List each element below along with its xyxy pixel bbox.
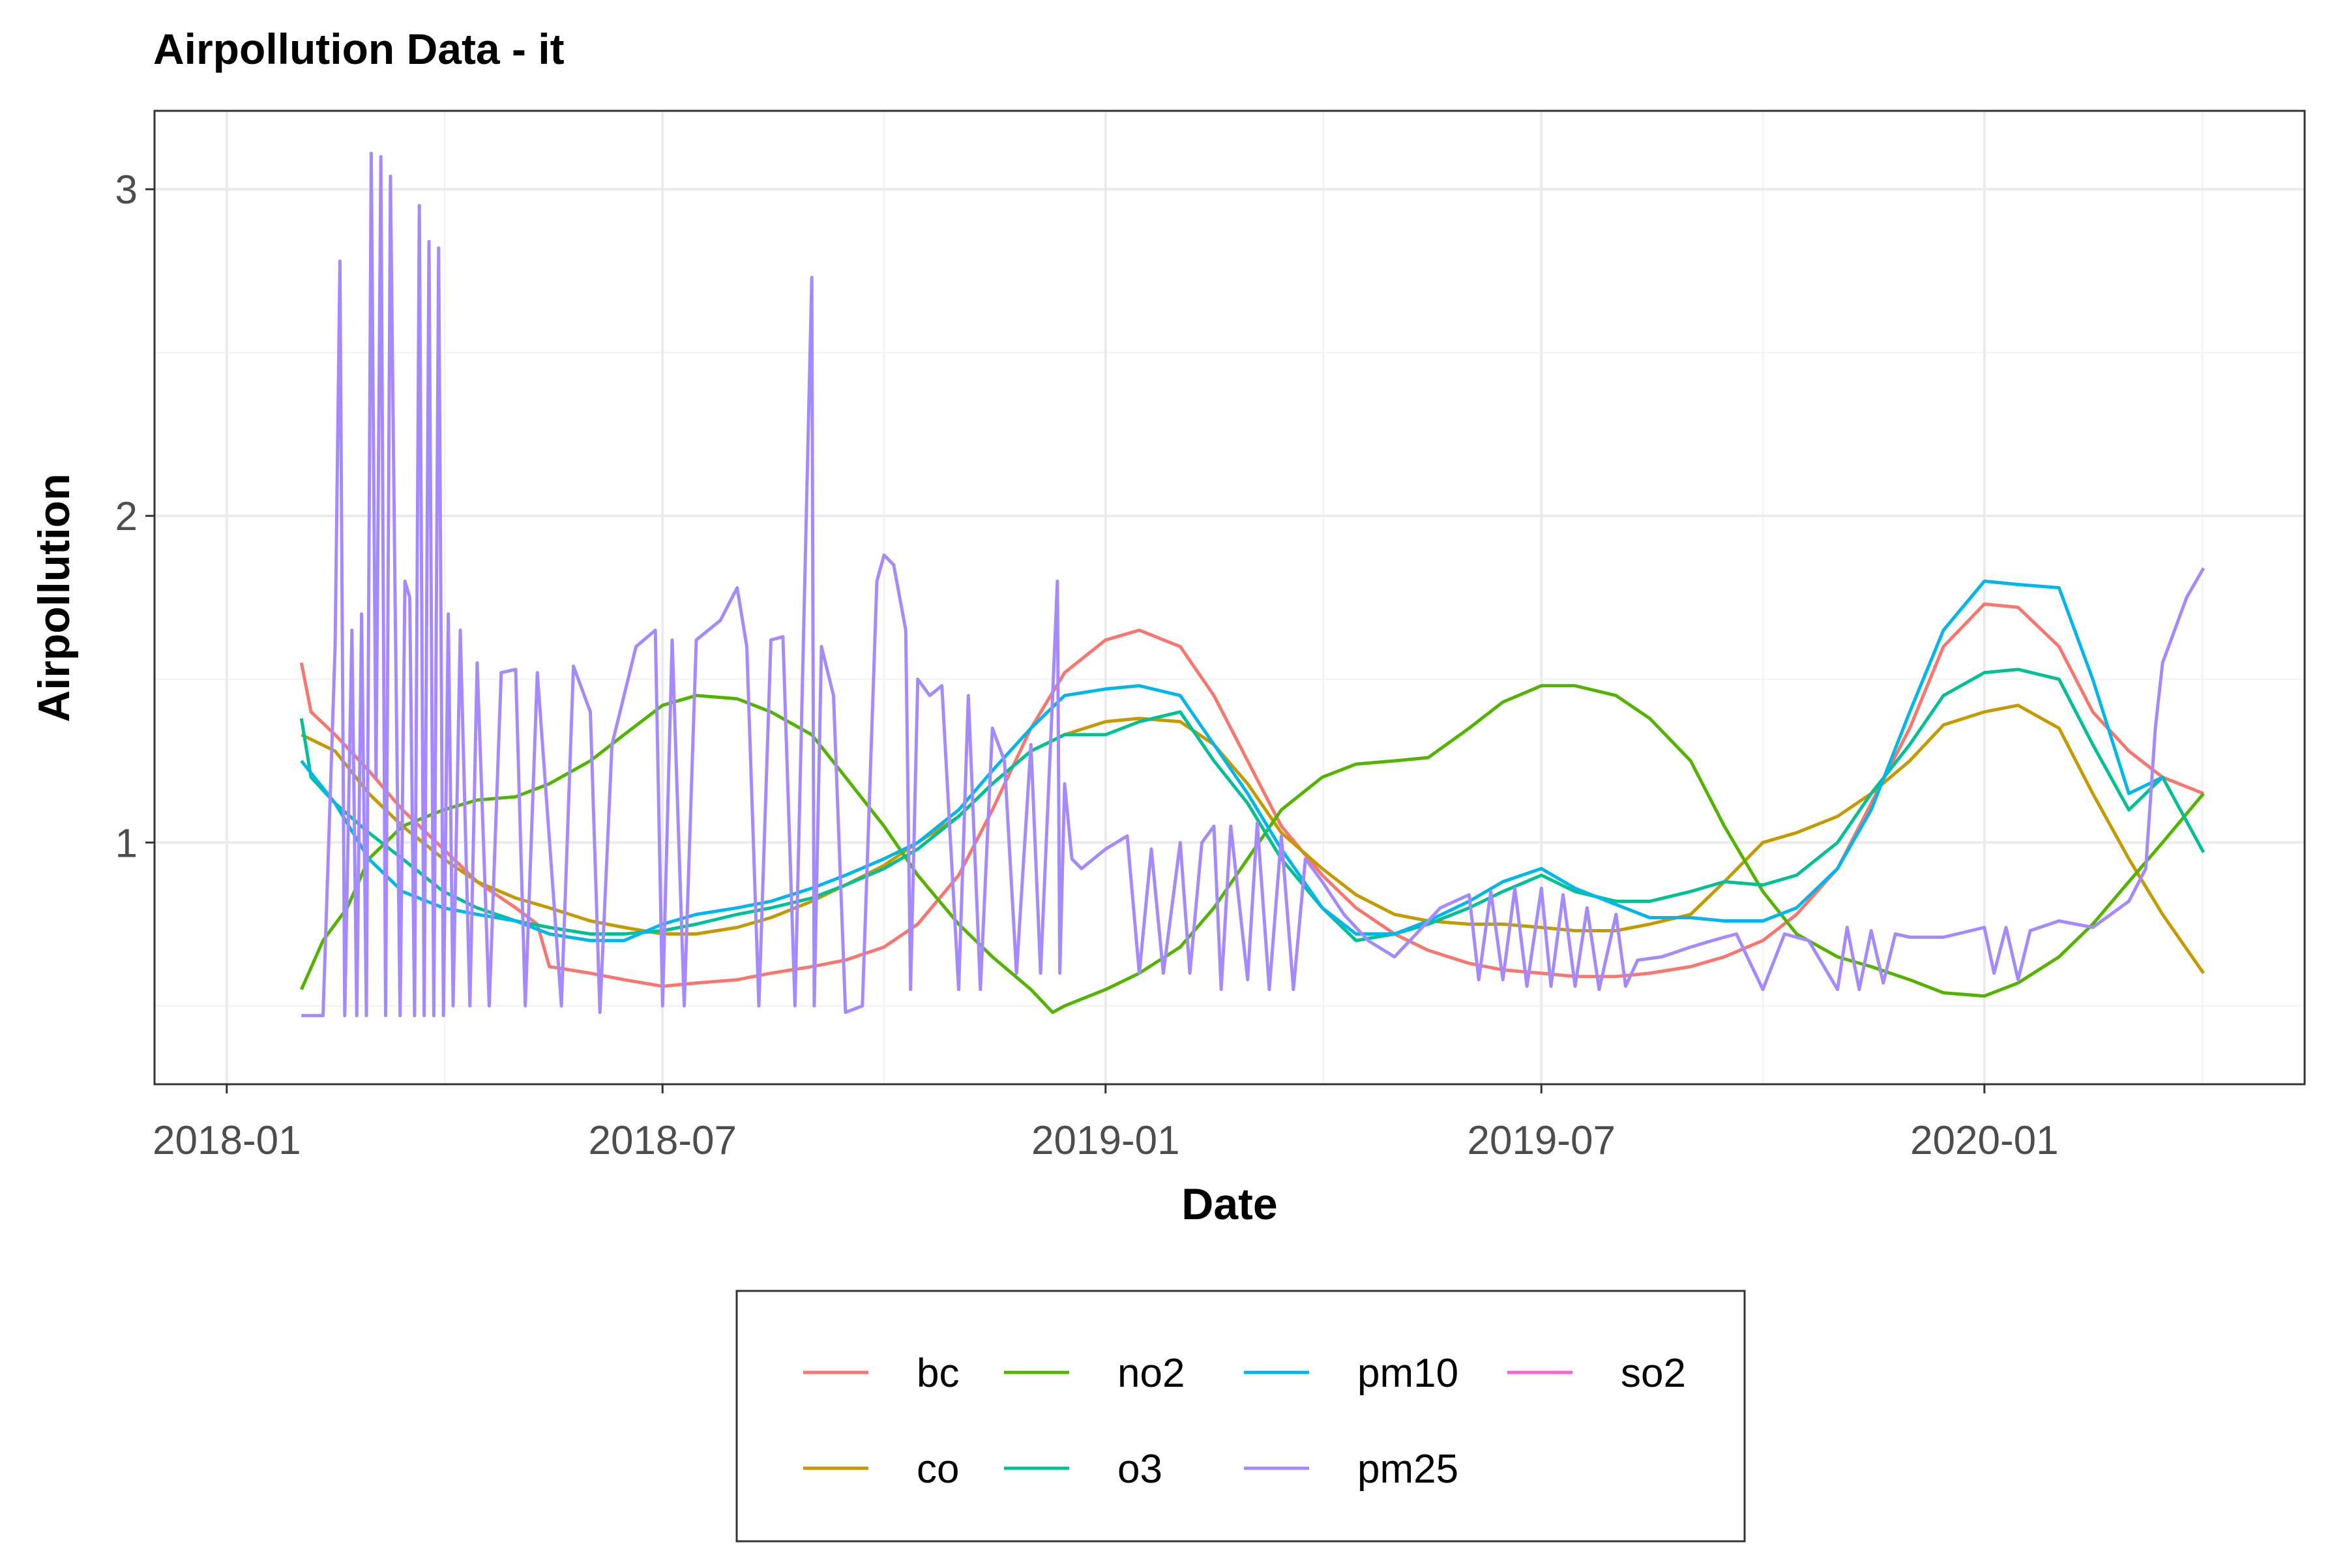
series-line-pm10	[300, 579, 2164, 943]
legend: bc co no2 o3 pm10 pm25 so2	[735, 1290, 1746, 1543]
x-tick-label: 2020-01	[1910, 1118, 2059, 1163]
legend-items: bc co no2 o3 pm10 pm25 so2	[803, 1351, 1686, 1492]
series-line-co	[301, 703, 2205, 975]
y-tick-label: 2	[115, 494, 138, 539]
series-line-pm25	[301, 151, 2206, 1018]
x-tick-label: 2019-07	[1467, 1118, 1616, 1163]
plot-panel	[153, 110, 2306, 1086]
legend-label-bc: bc	[917, 1351, 959, 1396]
series-line-o3	[299, 668, 2206, 943]
legend-label-pm25: pm25	[1357, 1447, 1458, 1492]
legend-label-pm10: pm10	[1357, 1351, 1458, 1396]
y-tick-label: 3	[115, 168, 138, 213]
series-lines	[299, 151, 2206, 1018]
legend-label-co: co	[917, 1447, 959, 1492]
legend-label-so2: so2	[1621, 1351, 1686, 1396]
panel-border	[153, 110, 2306, 1086]
legend-label-o3: o3	[1117, 1447, 1162, 1492]
x-axis: 2018-01 2018-07 2019-01 2019-07 2020-01	[153, 1084, 2059, 1163]
legend-box	[735, 1290, 1746, 1543]
y-axis: 1 2 3	[115, 168, 155, 866]
x-tick-label: 2018-01	[153, 1118, 301, 1163]
x-tick-label: 2018-07	[588, 1118, 737, 1163]
x-axis-label: Date	[1181, 1179, 1277, 1229]
y-tick-label: 1	[115, 821, 138, 866]
x-tick-label: 2019-01	[1031, 1118, 1180, 1163]
y-axis-label: Airpollution	[29, 473, 79, 722]
chart-title: Airpollution Data - it	[153, 25, 565, 73]
legend-label-no2: no2	[1117, 1351, 1185, 1396]
grid-minor	[155, 111, 2305, 1084]
series-line-bc	[299, 602, 2204, 988]
